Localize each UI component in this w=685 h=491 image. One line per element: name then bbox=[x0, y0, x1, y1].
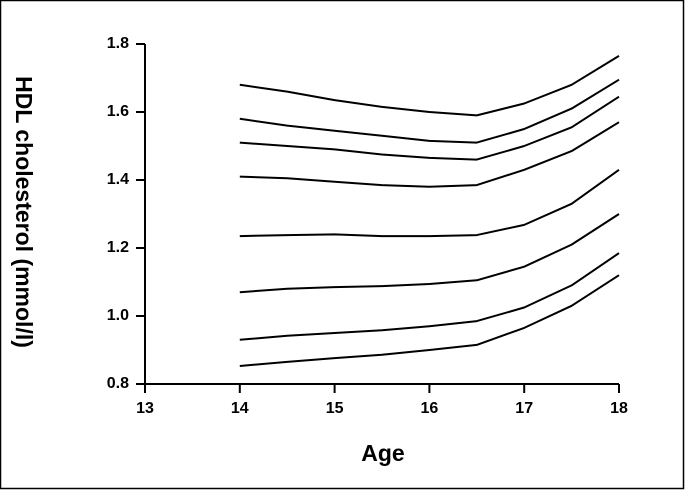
x-tick-label: 17 bbox=[515, 400, 533, 417]
y-tick-label: 1.8 bbox=[107, 35, 129, 52]
line-series bbox=[239, 213, 620, 294]
x-axis-title: Age bbox=[361, 440, 404, 466]
y-tick-label: 1.4 bbox=[107, 171, 129, 188]
line-series bbox=[239, 274, 620, 367]
y-tick-label: 1.0 bbox=[107, 307, 129, 324]
line-series bbox=[239, 252, 620, 341]
x-tick-label: 14 bbox=[231, 400, 249, 417]
line-series bbox=[239, 95, 620, 161]
line-series bbox=[239, 55, 620, 117]
line-series bbox=[239, 78, 620, 144]
x-tick-label: 18 bbox=[610, 400, 628, 417]
y-tick-label: 1.2 bbox=[107, 239, 129, 256]
line-series bbox=[239, 121, 620, 188]
x-tick-label: 16 bbox=[421, 400, 439, 417]
y-tick-label: 0.8 bbox=[107, 375, 129, 392]
x-tick-label: 13 bbox=[136, 400, 154, 417]
line-series bbox=[239, 168, 620, 238]
x-tick-label: 15 bbox=[326, 400, 344, 417]
y-axis-title: HDL cholesterol (mmol/l) bbox=[11, 76, 37, 348]
y-tick-label: 1.6 bbox=[107, 103, 129, 120]
